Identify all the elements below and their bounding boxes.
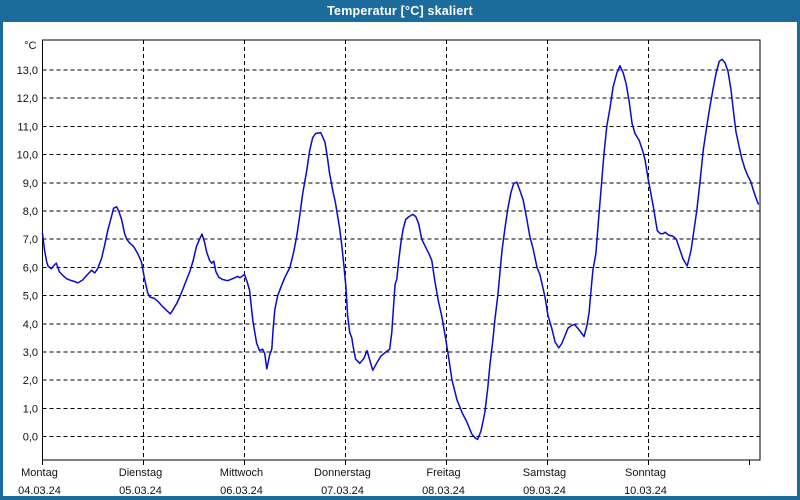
y-tick-label: 13,0 [17, 65, 38, 77]
x-date-label: 10.03.24 [624, 485, 667, 497]
y-tick-label: 12,0 [17, 93, 38, 105]
x-date-label: 09.03.24 [523, 485, 566, 497]
temperature-line [41, 58, 760, 441]
y-tick-label: 3,0 [23, 347, 38, 359]
y-tick-label: 6,0 [23, 262, 38, 274]
y-tick-label: 2,0 [23, 375, 38, 387]
window-title: Temperatur [°C] skaliert [327, 4, 473, 18]
chart-canvas: 0,0 1,0 2,0 3,0 4,0 5,0 6,0 7,0 8,0 9,0 10,0 11,0 12… [17, 39, 761, 497]
x-date-label: 05.03.24 [119, 485, 162, 497]
x-day-label: Samstag [523, 467, 566, 479]
x-date-label: 04.03.24 [18, 485, 61, 497]
y-tick-label: 8,0 [23, 206, 38, 218]
y-axis-unit-label: °C [24, 40, 36, 52]
y-tick-label: 0,0 [23, 432, 38, 444]
x-day-label: Sonntag [625, 467, 666, 479]
window-border-left [0, 22, 3, 500]
x-date-label: 07.03.24 [321, 485, 364, 497]
window-border-bottom [0, 496, 800, 500]
x-day-label: Mittwoch [220, 467, 263, 479]
x-day-label: Freitag [426, 467, 460, 479]
x-date-label: 08.03.24 [422, 485, 465, 497]
window-border-right [797, 22, 800, 500]
x-day-label: Dienstag [119, 467, 162, 479]
y-tick-label: 7,0 [23, 234, 38, 246]
y-tick-label: 9,0 [23, 178, 38, 190]
title-bar[interactable]: Temperatur [°C] skaliert [0, 0, 800, 22]
x-day-label: Montag [21, 467, 58, 479]
chart-area: 0,0 1,0 2,0 3,0 4,0 5,0 6,0 7,0 8,0 9,0 10,0 11,0 12… [0, 22, 800, 500]
y-tick-label: 11,0 [17, 121, 38, 133]
x-date-label: 06.03.24 [220, 485, 263, 497]
y-tick-label: 1,0 [23, 403, 38, 415]
y-tick-label: 10,0 [17, 150, 38, 162]
plot-border [42, 39, 761, 461]
x-day-label: Donnerstag [314, 467, 371, 479]
y-tick-label: 4,0 [23, 319, 38, 331]
y-tick-label: 5,0 [23, 291, 38, 303]
